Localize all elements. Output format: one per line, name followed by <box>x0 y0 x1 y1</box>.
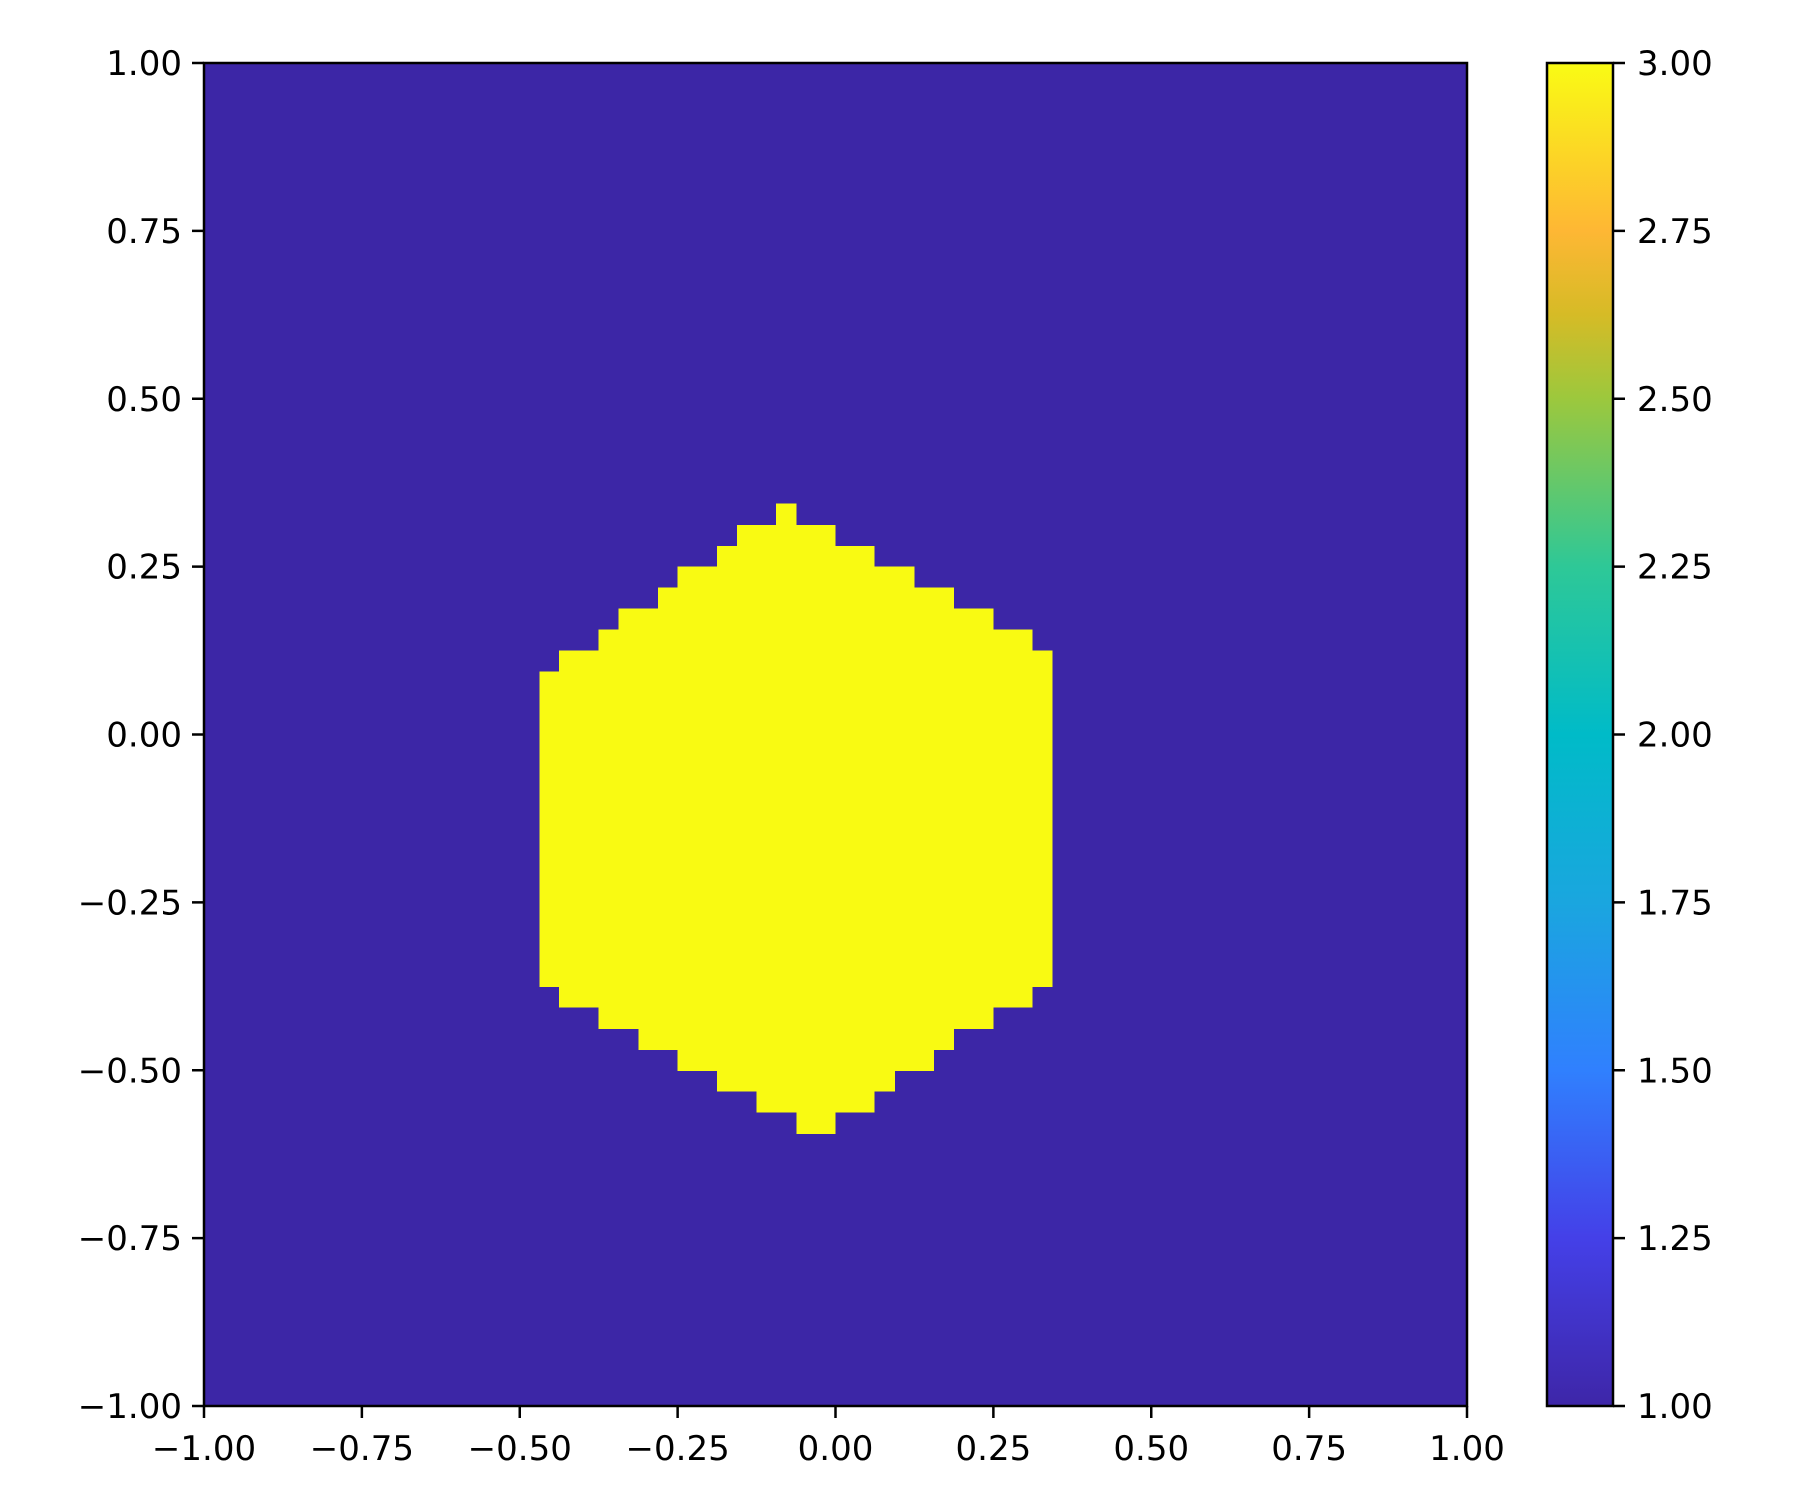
y-tick-label: 1.00 <box>106 44 182 84</box>
colorbar-tick-label: 1.25 <box>1637 1219 1713 1259</box>
heatmap-region-row <box>716 545 875 568</box>
heatmap-region-row <box>598 629 1033 652</box>
colorbar-tick-label: 2.00 <box>1637 716 1713 756</box>
colorbar-tick-label: 1.00 <box>1637 1387 1713 1427</box>
x-tick-label: 0.75 <box>1271 1429 1347 1469</box>
y-tick-label: 0.25 <box>106 548 182 588</box>
x-tick-label: −0.25 <box>626 1429 730 1469</box>
heatmap-region-row <box>677 566 915 589</box>
heatmap-region <box>539 503 1053 1134</box>
heatmap-region-row <box>558 986 1033 1008</box>
heatmap-region-row <box>677 1049 935 1071</box>
y-tick-label: −0.50 <box>78 1051 182 1091</box>
y-axis: 1.00 0.75 0.50 0.25 0.00 −0.25 −0.50 −0.75 −1.00 <box>78 44 204 1427</box>
x-tick-label: 0.50 <box>1113 1429 1189 1469</box>
x-tick-label: 0.25 <box>956 1429 1032 1469</box>
x-tick-label: −0.50 <box>468 1429 572 1469</box>
y-tick-label: −1.00 <box>78 1387 182 1427</box>
colorbar-tick-label: 2.25 <box>1637 548 1713 588</box>
x-axis: −1.00 −0.75 −0.50 −0.25 0.00 0.25 0.50 0.75 1.00 <box>152 1406 1505 1469</box>
x-tick-label: 1.00 <box>1429 1429 1505 1469</box>
heatmap-region-row <box>776 503 797 526</box>
colorbar-axis: 3.00 2.75 2.50 2.25 2.00 1.75 1.50 1.25 1.00 <box>1613 44 1713 1427</box>
colorbar-tick-label: 1.75 <box>1637 883 1713 923</box>
colorbar-tick-label: 2.75 <box>1637 212 1713 252</box>
heatmap-region-row <box>638 1028 955 1051</box>
colorbar-tick-label: 1.50 <box>1637 1051 1713 1091</box>
heatmap-region-row <box>796 1111 836 1134</box>
y-tick-label: 0.00 <box>106 716 182 756</box>
heatmap-region-row <box>539 671 1053 987</box>
heatmap-region-row <box>716 1070 895 1092</box>
colorbar-tick-label: 2.50 <box>1637 380 1713 420</box>
x-tick-label: 0.00 <box>798 1429 874 1469</box>
x-tick-label: −0.75 <box>310 1429 414 1469</box>
colorbar-tick-label: 3.00 <box>1637 44 1713 84</box>
heatmap-region-row <box>558 650 1053 672</box>
heatmap-region-row <box>618 608 994 631</box>
x-tick-label: −1.00 <box>152 1429 256 1469</box>
heatmap-region-row <box>756 1091 875 1113</box>
y-tick-label: 0.50 <box>106 380 182 420</box>
colorbar-fill <box>1547 63 1613 1406</box>
heatmap-region-row <box>658 587 955 609</box>
y-tick-label: −0.75 <box>78 1219 182 1259</box>
heatmap-region-row <box>598 1007 994 1030</box>
colorbar: 3.00 2.75 2.50 2.25 2.00 1.75 1.50 1.25 1.00 <box>1545 44 1713 1427</box>
plot-area <box>202 61 1469 1408</box>
y-tick-label: 0.75 <box>106 212 182 252</box>
heatmap-region-row <box>736 524 836 547</box>
y-tick-label: −0.25 <box>78 883 182 923</box>
